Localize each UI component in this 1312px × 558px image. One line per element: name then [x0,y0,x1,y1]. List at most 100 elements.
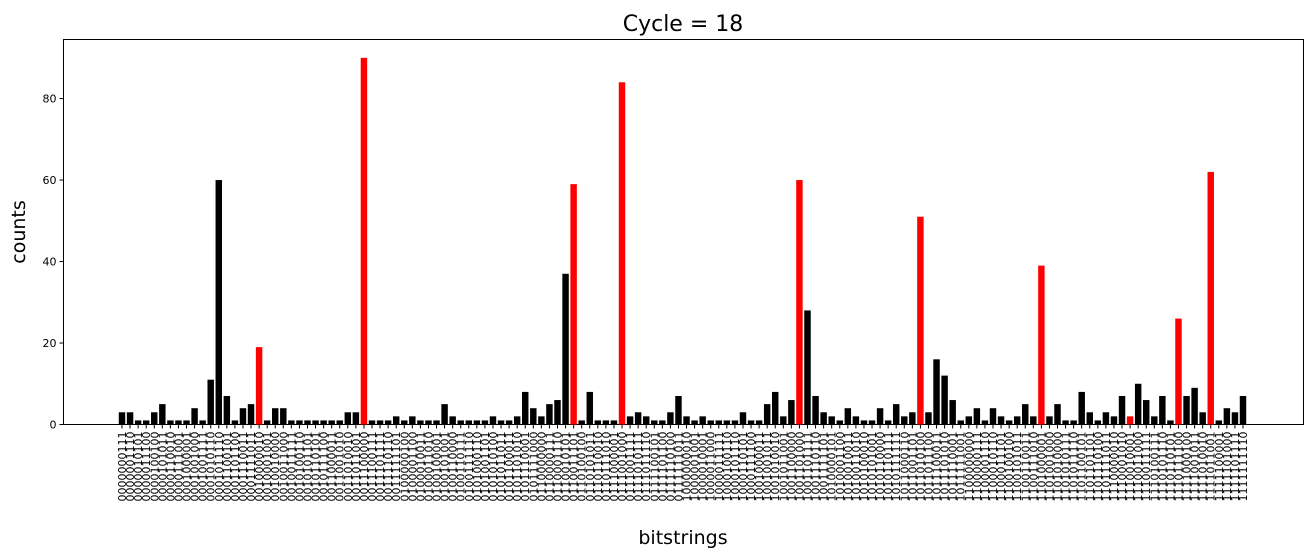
bar [288,420,295,425]
x-tick-label: 1000001001 [689,432,702,502]
bar [376,420,384,425]
x-tick-label: 1011111001 [955,432,968,502]
x-tick-label: 1101100101 [1076,432,1089,502]
x-tick-label: 0011100111 [366,432,379,502]
x-tick-label: 0110100100 [576,432,589,502]
x-tick-label: 0011010010 [342,432,355,502]
x-tick-label: 1111001011 [1189,432,1202,502]
x-tick-label: 0000011100 [140,432,153,502]
bar [965,416,973,425]
bar [1215,420,1223,425]
x-tick-label: 0000000111 [116,432,129,502]
x-tick-label: 1010001100 [834,432,847,502]
bar [989,408,997,425]
bar [392,416,400,425]
bar [457,420,464,425]
x-tick-label: 0010010000 [269,432,282,502]
x-tick-label: 0001110011 [237,432,250,502]
x-tick-label: 0110001110 [551,432,564,502]
bar [707,420,714,425]
x-tick-label: 0101001101 [479,432,492,502]
x-tick-label: 1011011100 [922,432,935,502]
bar [304,420,311,425]
x-tick-label: 1110111100 [1172,432,1185,502]
x-tick-label: 1100111010 [1027,432,1040,502]
y-tick-label: 0 [50,419,57,432]
bar [755,420,763,425]
bar [1102,412,1110,425]
bar [1239,395,1247,425]
x-tick-label: 1110000010 [1108,432,1121,502]
x-tick-label: 0110101011 [584,432,597,502]
bar [957,420,964,425]
bar [1167,420,1174,425]
bar [586,391,593,425]
x-tick-label: 0001101100 [229,432,242,502]
x-tick-label: 1000011000 [705,432,718,502]
x-tick-label: 0001010110 [205,432,218,502]
x-tick-label: 1011101010 [939,432,952,502]
bar [1086,412,1093,425]
x-tick-label: 0101011011 [495,432,508,502]
bar [876,408,884,425]
x-tick-label: 1010110111 [882,432,895,502]
bar [1151,416,1158,425]
y-tick-label: 40 [43,256,57,269]
bar [1094,420,1102,425]
bar [796,180,803,425]
bar [554,400,561,425]
x-tick-label: 1000000010 [681,432,694,502]
x-tick-label: 1001000011 [753,432,766,502]
bar [949,400,956,425]
x-tick-label: 0101000110 [471,432,484,502]
bar [239,408,247,425]
x-tick-label: 0000110010 [164,432,177,502]
bar [933,359,940,425]
x-tick-label: 0110010101 [560,432,573,502]
x-tick-label: 1001110110 [810,432,823,502]
x-tick-label: 1000011111 [713,432,726,502]
x-tick-label: 0111111011 [672,432,685,502]
x-tick-label: 0011011001 [350,432,363,502]
bar [344,412,352,425]
bar [134,420,142,425]
y-axis-label: counts [8,200,30,264]
bar [280,408,287,425]
x-tick-label: 0011100000 [358,432,371,502]
x-tick-label: 0010101101 [301,432,314,502]
x-tick-label: 0010110101 [310,432,323,502]
x-tick-label: 1100010110 [987,432,1000,502]
x-tick-label: 1000110101 [737,432,750,502]
bar [473,420,481,425]
bar [513,416,521,425]
bar [909,412,916,425]
x-tick-label: 1010101001 [866,432,879,502]
bar [594,420,602,425]
bar [215,180,223,425]
bar [360,57,368,425]
x-tick-label: 0100111110 [463,432,476,502]
x-tick-label: 0100000100 [398,432,411,502]
x-tick-label: 0000010101 [132,432,145,502]
bar [844,408,852,425]
bar [1134,383,1142,425]
x-tick-label: 1010111111 [890,432,903,502]
bar [602,420,610,425]
chart-title: Cycle = 18 [623,12,744,37]
bar [546,404,553,425]
x-tick-label: 1010110000 [874,432,887,502]
x-tick-label: 0101110001 [519,432,532,502]
x-tick-label: 1100001110 [979,432,992,502]
bar [126,412,134,425]
x-tick-label: 1110001010 [1116,432,1129,502]
x-tick-label: 0000100100 [148,432,161,502]
bar [1013,416,1021,425]
x-tick-label: 0101100011 [503,432,516,502]
bar [352,412,360,425]
bar [1046,416,1053,425]
bar [1142,400,1150,425]
bar [247,404,255,425]
x-tick-label: 1111010010 [1197,432,1210,502]
